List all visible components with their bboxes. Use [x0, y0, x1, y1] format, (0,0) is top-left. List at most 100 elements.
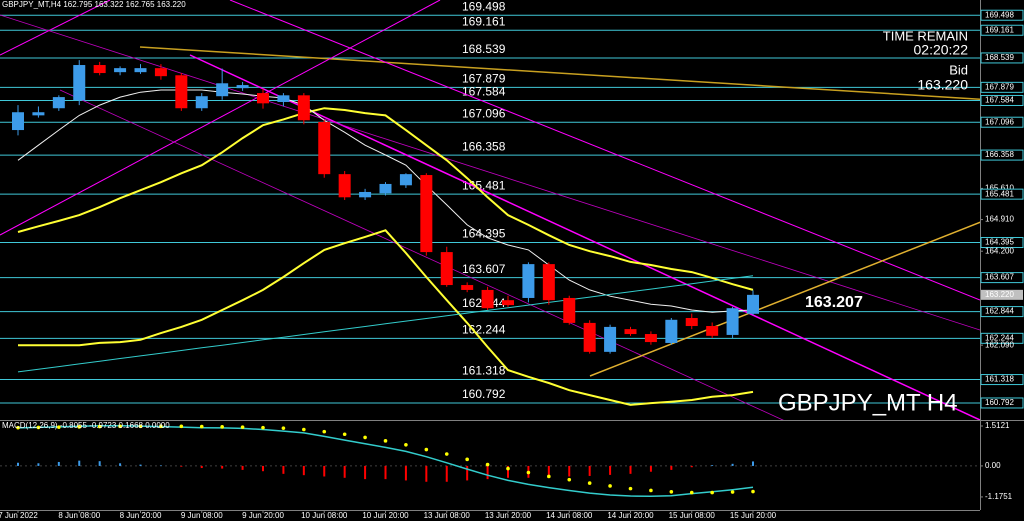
histogram-bar [507, 465, 509, 478]
x-tick-label: 13 Jun 08:00 [424, 511, 471, 520]
histogram-bar [37, 463, 40, 466]
histogram-bar [241, 465, 244, 470]
y-tick-label: 165.481 [985, 189, 1014, 198]
candle-body [522, 264, 535, 298]
level-label: 167.096 [462, 106, 506, 120]
indicator-line [18, 229, 754, 406]
candle-body [461, 285, 474, 290]
candle-body [481, 289, 494, 309]
signal-dot [383, 439, 388, 443]
y-tick-label: 167.096 [985, 117, 1014, 126]
candle-body [644, 334, 657, 343]
signal-dot [526, 470, 531, 475]
histogram-bar [159, 465, 162, 466]
tick-box [980, 149, 1024, 161]
y-tick-label: 160.792 [985, 398, 1014, 407]
candle-body [706, 326, 719, 336]
candle-body [726, 308, 739, 335]
x-tick-label: 10 Jun 20:00 [362, 511, 409, 520]
histogram-bar [752, 461, 754, 466]
candle-body [297, 95, 310, 121]
price-label: 163.207 [805, 294, 863, 311]
histogram-bar [98, 461, 101, 466]
candle-body [563, 297, 576, 323]
signal-dot [363, 435, 367, 440]
x-tick-label: 7 Jun 2022 [0, 511, 38, 520]
indicator-title: MACD(12,26,9) -0.8055 -0.9723 0.1668 0.0… [2, 421, 170, 430]
y-tick-label: 168.539 [985, 53, 1014, 62]
tick-box [980, 52, 1024, 64]
signal-dot [342, 432, 347, 437]
candle-body [420, 175, 433, 253]
x-tick-label: 14 Jun 08:00 [546, 511, 593, 520]
candle-body [277, 95, 290, 102]
trend-line [589, 221, 980, 377]
candle-body [236, 85, 249, 89]
candle-body [502, 300, 514, 306]
time-remain-label: TIME REMAIN [883, 28, 968, 43]
histogram-bar [57, 461, 60, 466]
y-tick-label: 164.200 [985, 246, 1014, 255]
candle-body [73, 65, 86, 101]
channel-line [0, 14, 980, 331]
histogram-bar [609, 465, 612, 475]
watermark: GBPJPY_MT H4 [778, 389, 958, 416]
x-tick-label: 14 Jun 20:00 [607, 511, 654, 520]
y-tick-label: 162.090 [985, 340, 1014, 349]
histogram-bar [221, 465, 224, 469]
candle-body [154, 68, 167, 77]
channel-line [59, 89, 784, 420]
y-tick-label: 162.844 [985, 307, 1014, 316]
tick-box [980, 188, 1024, 200]
candle-body [685, 318, 698, 327]
drawings [0, 0, 980, 420]
candle-body [216, 83, 229, 97]
bid-value: 163.220 [917, 77, 968, 93]
channel-line [229, 0, 980, 301]
y-tick-label: 1.5121 [985, 421, 1010, 430]
tick-box [980, 81, 1024, 93]
y-tick-label: 166.358 [985, 150, 1014, 159]
candle-body [624, 329, 637, 335]
price-area [12, 60, 759, 406]
level-label: 168.539 [462, 42, 506, 56]
level-label: 163.607 [462, 262, 506, 276]
signal-dot [444, 452, 449, 456]
candle-body [195, 96, 208, 109]
signal-dot [281, 426, 286, 430]
y-tick-label: 167.584 [985, 96, 1014, 105]
y-tick-label: 164.910 [985, 215, 1014, 224]
signal-dot [669, 489, 674, 494]
histogram-bar [302, 465, 305, 476]
candle-body [359, 191, 372, 198]
histogram-bar [445, 465, 448, 482]
signal-dot [199, 424, 204, 429]
indicator-line [17, 107, 754, 291]
histogram-bar [200, 465, 203, 469]
y-tick-label: 163.607 [985, 273, 1014, 282]
candle-body [542, 264, 555, 301]
x-tick-label: 8 Jun 20:00 [120, 511, 162, 520]
signal-dot [751, 489, 755, 494]
tick-box [980, 374, 1024, 386]
histogram-bar [670, 465, 673, 470]
tick-box [981, 289, 1023, 300]
signal-dot [240, 425, 245, 429]
histogram-bar [690, 465, 693, 468]
candle-body [747, 294, 759, 314]
x-tick-label: 13 Jun 20:00 [485, 511, 532, 520]
signal-dot [710, 490, 714, 495]
histogram-bar [282, 465, 285, 474]
signal-dot [506, 466, 510, 471]
signal-dot [220, 425, 224, 429]
chart-title: GBPJPY_MT,H4 162.795 163.322 162.765 163… [2, 0, 186, 9]
signal-dot [179, 424, 184, 429]
signal-dot [649, 488, 653, 493]
candle-body [114, 68, 127, 73]
signal-dot [261, 425, 265, 430]
level-label: 164.395 [462, 227, 506, 241]
tick-box [980, 306, 1024, 318]
signal-dot [689, 490, 694, 495]
